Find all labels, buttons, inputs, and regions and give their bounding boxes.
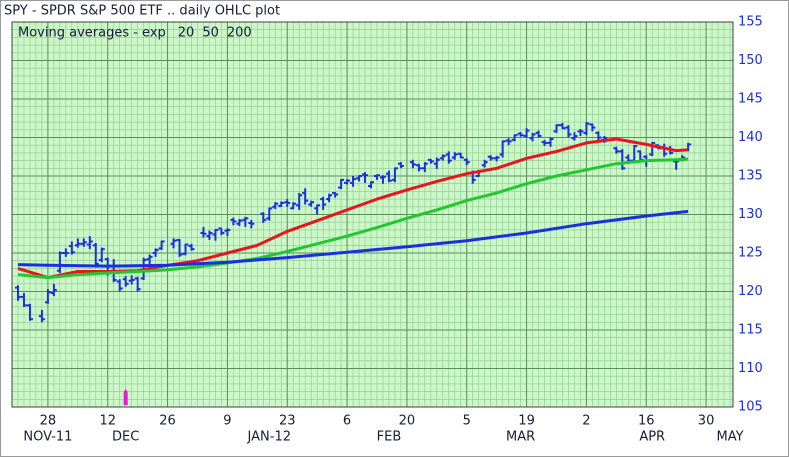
x-tick-label: 23 xyxy=(279,414,296,429)
x-tick-label: 16 xyxy=(638,414,655,429)
x-tick-label: 6 xyxy=(343,414,351,429)
y-tick-label: 145 xyxy=(738,92,763,107)
month-label: MAY xyxy=(716,430,743,445)
x-tick-label: 9 xyxy=(223,414,231,429)
legend-label: 200 xyxy=(227,26,252,41)
y-tick-label: 125 xyxy=(738,246,763,261)
event-marker xyxy=(123,389,128,405)
y-tick-label: 110 xyxy=(738,361,763,376)
y-tick-label: 135 xyxy=(738,169,763,184)
x-tick-label: 12 xyxy=(99,414,116,429)
month-label: APR xyxy=(639,430,665,445)
month-label: MAR xyxy=(506,430,535,445)
y-tick-label: 120 xyxy=(738,284,763,299)
x-tick-label: 5 xyxy=(463,414,471,429)
legend-label: 50 xyxy=(202,26,219,41)
x-tick-label: 28 xyxy=(40,414,57,429)
plot-border xyxy=(11,21,734,408)
x-tick-label: 2 xyxy=(582,414,590,429)
y-tick-label: 155 xyxy=(738,15,763,30)
chart-subtitle: Moving averages - exp xyxy=(18,26,166,41)
x-tick-label: 30 xyxy=(698,414,715,429)
x-tick-label: 20 xyxy=(399,414,416,429)
month-label: FEB xyxy=(377,430,402,445)
y-tick-label: 140 xyxy=(738,130,763,145)
grid xyxy=(11,21,733,408)
y-tick-label: 150 xyxy=(738,53,763,68)
x-tick-label: 19 xyxy=(518,414,535,429)
marks xyxy=(14,122,692,405)
month-label: DEC xyxy=(112,430,139,445)
x-tick-label: 26 xyxy=(159,414,176,429)
month-label: JAN-12 xyxy=(247,430,291,445)
month-label: NOV-11 xyxy=(23,430,72,445)
legend-label: 20 xyxy=(178,26,195,41)
y-tick-label: 130 xyxy=(738,207,763,222)
moving-average-line xyxy=(17,209,689,268)
y-tick-label: 105 xyxy=(738,400,763,415)
moving-average-line xyxy=(17,157,689,280)
y-tick-label: 115 xyxy=(738,323,763,338)
chart-title: SPY - SPDR S&P 500 ETF .. daily OHLC plo… xyxy=(4,4,280,19)
